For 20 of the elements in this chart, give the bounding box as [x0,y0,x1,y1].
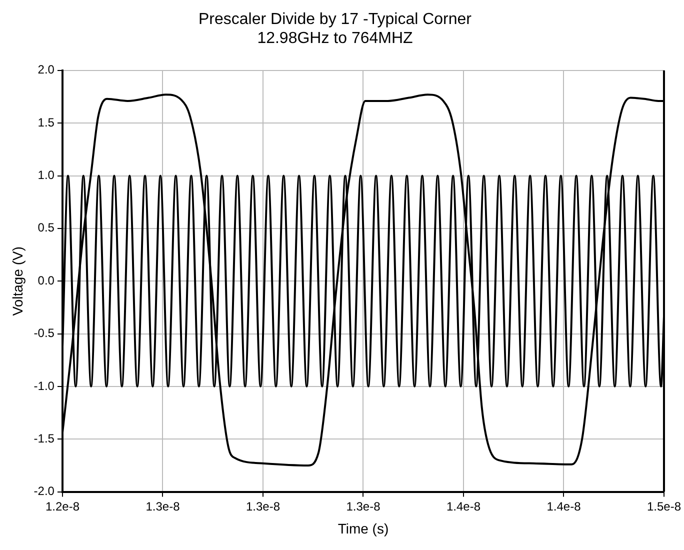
x-tick-label: 1.2e-8 [45,499,80,514]
y-tick-label: -1.0 [34,378,55,393]
y-tick-label: -2.0 [34,484,55,498]
y-tick-label: 0.0 [38,273,55,288]
x-tick-label: 1.3e-8 [146,499,180,514]
x-tick-label: 1.5e-8 [646,499,682,514]
x-tick-label: 1.3e-8 [346,499,381,514]
y-tick-label: -0.5 [34,326,55,340]
y-tick-label: 0.5 [38,220,55,235]
x-tick-label: 1.4e-8 [446,499,481,514]
x-tick-label: 1.4e-8 [546,499,582,514]
y-tick-label: -1.5 [34,431,55,446]
chart-subtitle: 12.98GHz to 764MHZ [257,30,414,48]
y-tick-label: 2.0 [38,62,55,77]
chart-title: Prescaler Divide by 17 -Typical Corner [198,11,472,28]
x-axis-title: Time (s) [338,520,389,536]
y-tick-label: 1.5 [38,115,55,130]
x-tick-label: 1.3e-8 [246,499,280,514]
y-tick-label: 1.0 [38,168,55,182]
y-axis-title: Voltage (V) [9,246,26,316]
